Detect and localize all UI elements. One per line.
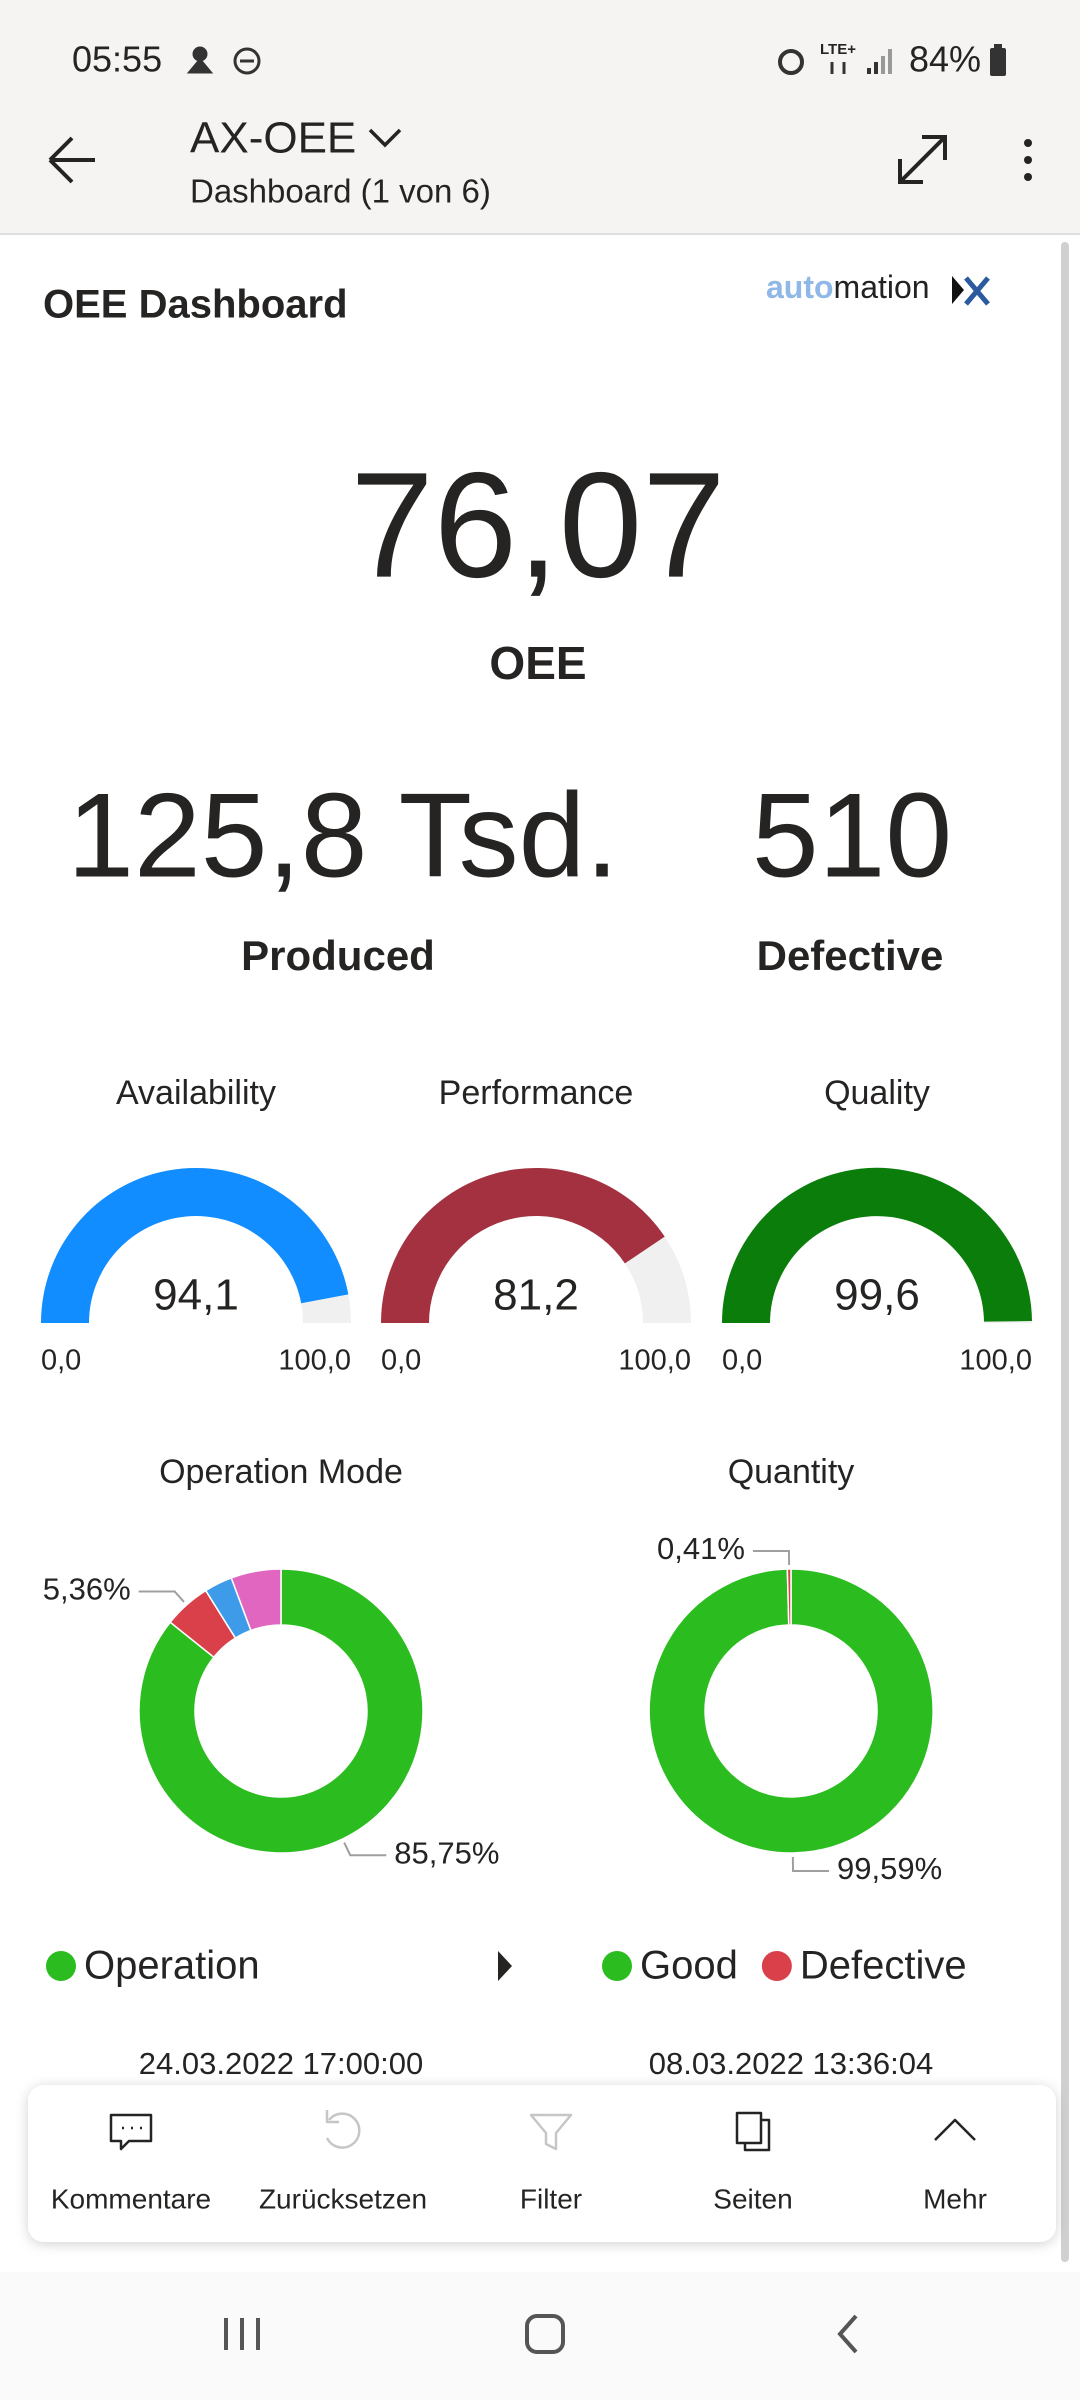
gauge-min: 0,0 (381, 1345, 421, 1377)
donut-chart: Quantity 99,59% 0,41% Good Defective 08.03.20… (602, 1453, 967, 2081)
gauge-title: Performance (439, 1074, 634, 1112)
kpi-label: Produced (241, 932, 435, 979)
chart-title: Quantity (728, 1453, 855, 1491)
action-button[interactable]: Mehr (923, 2118, 987, 2214)
data-label: 85,75% (394, 1835, 499, 1870)
home[interactable] (525, 2314, 565, 2354)
gauge-min: 0,0 (722, 1345, 762, 1377)
report-title: AX-OEE (190, 114, 356, 163)
action-button: Zurücksetzen (259, 2110, 427, 2214)
gauge-title: Quality (824, 1074, 930, 1112)
legend-label: Defective (800, 1944, 967, 1988)
action-button: Filter (520, 2113, 582, 2214)
action-button[interactable]: Seiten (713, 2111, 793, 2214)
gauge-title: Availability (116, 1074, 276, 1112)
chart-title: Operation Mode (159, 1453, 403, 1491)
gauge-min: 0,0 (41, 1345, 81, 1377)
action-label: Seiten (713, 2183, 792, 2214)
action-label: Mehr (923, 2183, 987, 2214)
data-label: 5,36% (43, 1572, 131, 1607)
gauge-max: 100,0 (959, 1345, 1032, 1377)
donut-charts: Operation Mode 85,75% 5,36% Operation 24.03.… (43, 1453, 967, 2081)
action-icon (529, 2113, 573, 2151)
gauge-max: 100,0 (618, 1345, 691, 1377)
legend-item[interactable]: Defective (761, 1944, 967, 1988)
back-button[interactable] (48, 136, 95, 184)
donut-chart: Operation Mode 85,75% 5,36% Operation 24.03.… (43, 1453, 512, 2081)
gauge-max: 100,0 (278, 1345, 351, 1377)
gauges: Availability 94,1 0,0 100,0 Performance 81,2 0… (40, 1074, 1032, 1377)
status-icons-left (186, 46, 261, 75)
kpi-cards: 76,07 OEE 125,8 Tsd. Produced 510 Defect… (67, 441, 952, 979)
gauge: Quality 99,6 0,0 100,0 (721, 1074, 1032, 1377)
legend-label: Good (640, 1944, 738, 1988)
legend-item[interactable]: Operation (46, 1944, 260, 1988)
logo: automation (766, 269, 990, 306)
action-label: Kommentare (51, 2183, 211, 2214)
system-nav-bar (0, 2272, 1080, 2400)
data-label: 0,41% (657, 1531, 745, 1566)
leader-line (343, 1842, 387, 1857)
action-icon (735, 2111, 771, 2152)
logo-text: automation (766, 269, 930, 305)
legend-label: Operation (84, 1944, 260, 1988)
logo-part: mation (834, 269, 930, 305)
timestamp: 24.03.2022 17:00:00 (139, 2046, 423, 2081)
leader-line (791, 1856, 830, 1872)
system-back[interactable] (837, 2314, 858, 2354)
expand-button[interactable] (898, 135, 947, 184)
clock: 05:55 (72, 39, 162, 80)
donut-slice (230, 1568, 282, 1632)
gauge-value: 81,2 (493, 1271, 579, 1320)
kpi-value: 125,8 Tsd. (67, 769, 619, 903)
donut-slice (138, 1568, 424, 1854)
leader-line (138, 1590, 185, 1603)
more-options[interactable] (1024, 139, 1032, 181)
action-icon (325, 2110, 361, 2149)
donut-slice (648, 1568, 934, 1854)
gauge-value: 99,6 (834, 1271, 920, 1320)
legend-item[interactable]: Good (602, 1944, 738, 1988)
gauge: Availability 94,1 0,0 100,0 (40, 1074, 351, 1377)
app-bar (0, 0, 1080, 234)
legend-marker (761, 1951, 792, 1981)
donut-slice (786, 1568, 792, 1626)
scrollbar (1061, 242, 1069, 2262)
kpi-value: 76,07 (350, 441, 725, 609)
gauge-value-arc (381, 1167, 665, 1323)
network-type: LTE+ (820, 41, 856, 58)
action-icon (934, 2118, 976, 2141)
gauge-value-arc (721, 1167, 1032, 1323)
action-icon (109, 2113, 153, 2151)
data-label: 99,59% (837, 1851, 942, 1886)
kpi-label: OEE (489, 637, 586, 689)
legend-next-page[interactable] (498, 1951, 512, 1981)
gauge: Performance 81,2 0,0 100,0 (381, 1074, 691, 1377)
kpi-label: Defective (757, 932, 944, 979)
action-label: Filter (520, 2183, 582, 2214)
legend-marker (602, 1951, 632, 1981)
gauge-value-arc (40, 1167, 349, 1323)
report-subtitle: Dashboard (1 von 6) (190, 173, 491, 210)
leader-line (752, 1550, 791, 1566)
action-bar (28, 2085, 1056, 2242)
timestamp: 08.03.2022 13:36:04 (649, 2046, 933, 2081)
status-icons-right: LTE+ 84% (778, 39, 1006, 80)
action-label: Zurücksetzen (259, 2183, 427, 2214)
logo-part: auto (766, 269, 834, 305)
kpi-value: 510 (752, 769, 952, 903)
action-bar-items: Kommentare Zurücksetzen Filter Seiten Mehr (51, 2110, 987, 2214)
battery-level: 84% (909, 39, 981, 80)
action-button[interactable]: Kommentare (51, 2113, 211, 2214)
legend-marker (46, 1951, 76, 1981)
report-switcher[interactable]: AX-OEE (190, 114, 402, 163)
recent-apps[interactable] (224, 2318, 260, 2350)
dashboard-title: OEE Dashboard (43, 283, 348, 327)
gauge-value: 94,1 (153, 1271, 239, 1320)
